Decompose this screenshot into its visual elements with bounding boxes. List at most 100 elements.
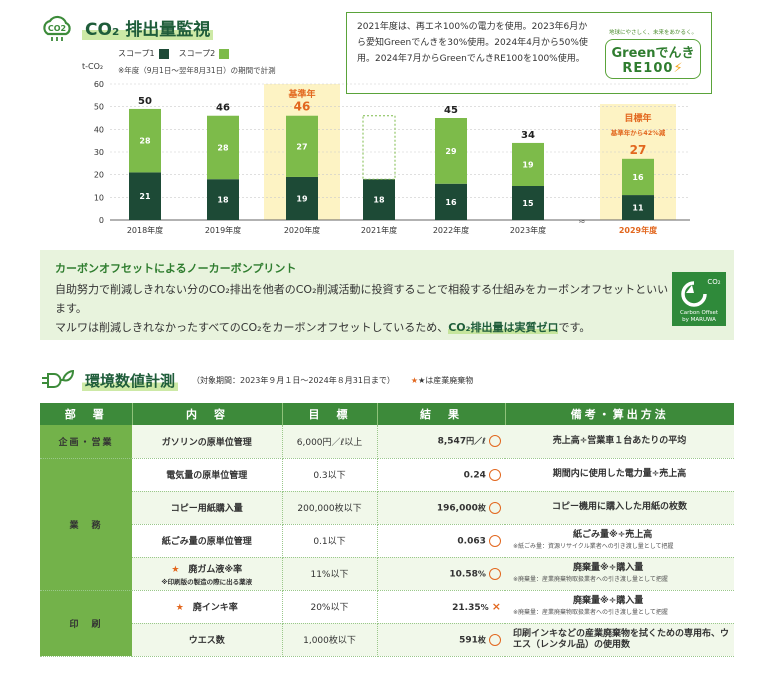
y-tick-label: 0 [99, 216, 104, 225]
period-note: ※年度（9月1日～翌年8月31日）の期間で計測 [118, 66, 276, 75]
bar-scope2 [207, 115, 239, 180]
y-tick-label: 60 [94, 80, 104, 89]
table-row: 印 刷 ★ 廃インキ率 20%以下 21.35% × 廃棄量※÷購入量 ※廃棄量：… [40, 590, 734, 657]
bar-total-label: 27 [630, 143, 647, 157]
bar-scope1-label: 18 [217, 196, 229, 205]
x-tick-label: 2021年度 [361, 225, 397, 235]
bar-scope2 [622, 158, 654, 196]
offset-line1: 自助努力で削減しきれない分のCO₂排出を他者のCO₂削減活動に投資することで相殺… [55, 283, 669, 315]
bar-scope1 [512, 186, 544, 220]
y-tick-label: 30 [94, 148, 104, 157]
row-item-text: 廃ガム液※率 [188, 564, 243, 575]
row-goal: 0.3以下 [282, 458, 378, 492]
row-result-unit: % [480, 603, 489, 612]
table-row: コピー用紙購入量 200,000枚以下 196,000枚 コピー機用に購入した用… [40, 491, 734, 525]
bar-total-label: 46 [294, 100, 311, 114]
row-result: 21.35% × [377, 590, 505, 624]
y-tick-label: 40 [94, 125, 104, 134]
row-result: 0.063 [377, 524, 505, 558]
row-item-text: 廃インキ率 [192, 603, 238, 613]
row-item: 紙ごみ量の原単位管理 [132, 524, 283, 558]
carbon-offset-logo: CO₂ Carbon Offset by MARUWA [672, 272, 726, 326]
bar-scope1-label: 21 [139, 192, 151, 201]
bar-scope2-label: 19 [522, 160, 534, 169]
dept-sales: 企画・営業 [40, 425, 132, 459]
table-row: 企画・営業 ガソリンの原単位管理 6,000円／ℓ以上 8,547円／ℓ 売上高… [40, 425, 734, 459]
achieved-circle-icon [489, 501, 501, 514]
co2-cloud-icon: CO2 [43, 15, 71, 41]
offset-title: カーボンオフセットによるノーカーボンプリント [55, 262, 297, 275]
row-note-small: ※廃棄量：産業廃棄物取扱業者への引き渡し量として把握 [513, 608, 668, 616]
x-tick-label: 2029年度 [619, 225, 658, 235]
legend-scope1-swatch [158, 48, 169, 59]
bar-total-label: 45 [444, 105, 458, 116]
env-section-header: 環境数値計測 （対象期間：2023年９月１日～2024年８月31日まで） ★★は… [40, 368, 473, 392]
x-tick-label: 2023年度 [510, 225, 546, 235]
row-note-main: 紙ごみ量※÷売上高 [573, 529, 653, 540]
table-header-row: 部 署 内 容 目 標 結 果 備考・算出方法 [40, 403, 734, 425]
header-result: 結 果 [377, 403, 506, 425]
table-row: ★ 廃ガム液※率 ※印刷版の製造の際に出る薬液 11%以下 10.58% 廃棄量※… [40, 557, 734, 591]
env-period: （対象期間：2023年９月１日～2024年８月31日まで） [192, 375, 395, 385]
bar-scope1 [435, 183, 467, 220]
green-logo-tagline: 地球にやさしく、未来をあかるく。 [608, 29, 697, 36]
bar-scope1 [622, 195, 654, 220]
row-result: 10.58% [377, 557, 505, 591]
co2-emissions-chart: 0 10 20 30 40 50 60 ≈21 28 50 2018年度 18 28 46 2019年度 19… [94, 80, 690, 235]
co2-section-header: CO2 CO₂ 排出量監視 [40, 10, 214, 44]
env-star-note: ★★は産業廃棄物 [411, 375, 473, 386]
legend-scope2-swatch [219, 48, 230, 59]
row-result-value: 10.58 [449, 569, 478, 579]
table-row: 紙ごみ量の原単位管理 0.1以下 0.063 紙ごみ量※÷売上高 ※紙ごみ量：資源… [40, 524, 734, 558]
lightning-icon: ⚡ [673, 60, 684, 76]
dept-print: 印 刷 [40, 590, 132, 657]
bar-scope1 [286, 176, 318, 220]
bar-scope2 [435, 118, 467, 184]
offset-logo-co2: CO₂ [707, 278, 720, 286]
row-item: 電気量の原単位管理 [132, 458, 283, 492]
star-icon: ★ [175, 603, 184, 613]
row-result: 196,000枚 [377, 491, 505, 525]
green-logo-line1: Greenでんき [611, 45, 695, 61]
x-tick-label: 2019年度 [205, 225, 241, 235]
row-note-small: ※紙ごみ量：資源リサイクル業者への引き渡し量として把握 [513, 542, 674, 550]
row-result-value: 196,000 [436, 503, 478, 513]
svg-text:CO2: CO2 [48, 24, 66, 33]
star-icon: ★ [410, 375, 419, 385]
bar-scope2-label: 28 [139, 137, 151, 146]
offset-logo-line1: Carbon Offset [679, 310, 719, 316]
bar-scope2-label: 27 [296, 142, 307, 151]
bar-scope1 [207, 179, 239, 220]
env-metrics-table: 部 署 内 容 目 標 結 果 備考・算出方法 企画・営業 ガソリンの原単位管理… [40, 403, 734, 657]
row-note: 売上高÷営業車１台あたりの平均 [505, 425, 734, 459]
bar-scope1-label: 19 [296, 194, 308, 203]
row-result-value: 8,547 [437, 436, 467, 447]
row-item: ウエス数 [132, 623, 283, 657]
renewable-info-box: 2021年度は、再エネ100%の電力を使用。2023年6月から愛知Greenでん… [346, 12, 712, 94]
chart-legend: スコープ1 スコープ2 [118, 48, 239, 59]
y-tick-label: 20 [94, 171, 104, 180]
target-year-label: 目標年 [624, 112, 651, 124]
row-note-main: 廃棄量※÷購入量 [573, 562, 644, 573]
carbon-offset-box: カーボンオフセットによるノーカーボンプリント 自助努力で削減しきれない分のCO₂… [40, 250, 734, 340]
row-item-sub: ※印刷版の製造の際に出る薬液 [161, 577, 253, 586]
row-goal: 20%以下 [282, 590, 378, 624]
star-icon: ★ [171, 564, 180, 575]
row-note: 廃棄量※÷購入量 ※廃棄量：産業廃棄物取扱業者への引き渡し量として把握 [505, 557, 734, 591]
row-item: ★ 廃ガム液※率 ※印刷版の製造の際に出る薬液 [132, 557, 283, 591]
env-section-title: 環境数値計測 [82, 369, 179, 391]
legend-scope1-label: スコープ1 [118, 49, 155, 58]
bar-scope2-label: 28 [217, 143, 229, 152]
table-row: ウエス数 1,000枚以下 591枚 印刷インキなどの産業廃棄物を拭くための専用… [40, 623, 734, 657]
row-result-value: 591 [459, 635, 478, 645]
row-note-small: ※廃棄量：産業廃棄物取扱業者への引き渡し量として把握 [513, 575, 668, 583]
offset-arrow-icon: CO₂ [681, 278, 721, 307]
header-dept: 部 署 [40, 403, 133, 425]
offset-line2-post: です。 [558, 321, 591, 334]
green-logo-line2-text: RE100 [622, 60, 674, 76]
bar-scope2-label: 16 [632, 173, 644, 182]
row-goal: 0.1以下 [282, 524, 378, 558]
bar-scope2 [286, 115, 318, 177]
row-note: 印刷インキなどの産業廃棄物を拭くための専用布、ウエス（レンタル品）の使用数 [505, 623, 734, 657]
row-goal: 6,000円／ℓ以上 [282, 425, 378, 459]
